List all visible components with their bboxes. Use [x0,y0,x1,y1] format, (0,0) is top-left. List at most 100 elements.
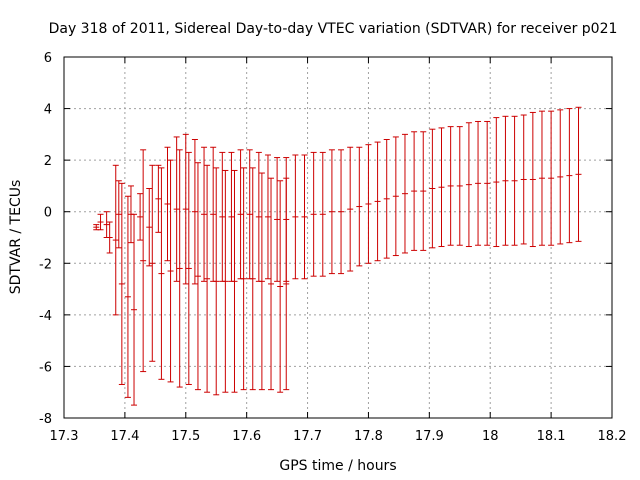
x-tick-label: 17.3 [50,429,79,444]
y-tick-label: 4 [44,103,52,118]
x-tick-label: 17.5 [171,429,200,444]
error-bar-point [140,149,147,373]
error-bar-point [420,131,427,251]
error-bar-point [194,162,201,391]
y-tick-label: -2 [39,257,52,272]
error-bar-point [538,110,545,246]
x-tick-label: 17.8 [354,429,383,444]
error-bar-series [93,106,582,406]
y-tick-label: -4 [39,309,52,324]
error-bar-point [93,224,100,231]
x-tick-label: 18.1 [537,429,566,444]
error-bar-point [429,128,436,249]
error-bar-point [502,115,509,246]
error-bar-point [131,213,138,406]
error-bar-point [319,151,326,277]
x-tick-label: 17.4 [110,429,139,444]
y-tick-label: -8 [39,412,52,427]
error-bar-point [118,182,125,385]
error-bar-point [112,164,119,316]
error-bar-point [365,144,372,264]
error-bar-point [191,139,198,285]
error-bar-point [475,120,482,246]
x-tick-label: 17.7 [293,429,322,444]
x-tick-label: 18 [482,429,499,444]
error-bar-point [258,172,265,391]
error-bar-point [301,154,308,280]
error-bar-point [249,167,256,391]
error-bar-point [328,149,335,275]
x-tick-label: 17.9 [415,429,444,444]
error-bar-point [167,159,174,383]
error-bar-point [103,211,110,238]
error-bar-point [185,151,192,385]
error-bar-point [173,136,180,282]
error-bar-point [447,126,454,246]
series-upper-track [93,106,582,285]
error-bar-point [456,126,463,246]
axis-ticks: 17.3 17.4 17.5 17.6 17.7 17.8 17.9 18 18.1 18.2 -8… [39,51,626,444]
error-bar-point [347,146,354,272]
error-bar-point [176,149,183,388]
error-bar-point [356,146,363,267]
y-tick-label: -6 [39,360,52,375]
error-bar-point [201,146,208,282]
error-bar-point [401,133,408,254]
error-bar-point [158,167,165,380]
error-bar-point [237,149,244,280]
error-bar-point [164,146,171,262]
error-bar-point [182,133,189,285]
error-bar-point [411,131,418,251]
chart-title: Day 318 of 2011, Sidereal Day-to-day VTE… [49,21,618,37]
y-axis-label: SDTVAR / TECUs [8,180,24,295]
error-bar-point [115,180,122,249]
error-bar-point [484,120,491,246]
error-bar-point [146,188,153,267]
error-bar-point [210,146,217,282]
error-bar-point [520,114,527,245]
y-tick-label: 6 [44,51,52,66]
error-bar-point [557,109,564,245]
x-axis-label: GPS time / hours [279,458,396,474]
error-bar-point [228,151,235,282]
error-bar-point [566,108,573,244]
error-bar-point [127,185,134,244]
error-bar-point [511,115,518,246]
grid-lines [64,57,612,418]
error-bar-point [465,122,472,248]
error-bar-point [277,180,284,393]
error-bar-point [338,149,345,275]
error-bar-point [268,177,275,391]
error-bar-point [222,169,229,393]
x-tick-label: 18.2 [598,429,627,444]
error-bar-point [124,195,131,398]
error-bar-point [106,221,113,254]
error-bar-point [493,117,500,248]
error-bar-point [137,193,144,241]
error-bar-point [383,139,390,259]
error-bar-point [529,111,536,248]
y-tick-label: 0 [44,206,52,221]
error-bar-point [231,169,238,393]
error-bar-point [219,151,226,282]
error-bar-point [374,141,381,262]
x-tick-label: 17.6 [232,429,261,444]
error-bar-point [255,151,262,282]
error-bar-point [283,177,290,391]
error-bar-point [438,127,445,248]
error-bar-point [246,149,253,280]
error-bar-point [97,213,104,231]
series-lower-track [97,149,290,406]
error-bar-point [204,164,211,393]
error-bar-point [548,110,555,246]
y-tick-label: 2 [44,154,52,169]
error-bar-point [264,154,271,280]
error-bar-point [240,167,247,391]
error-bar-point [155,164,162,233]
plot-frame [63,56,613,419]
error-bar-point [392,136,399,257]
error-bar-point [213,167,220,396]
error-bar-point [575,106,582,242]
error-bar-point [274,157,281,282]
